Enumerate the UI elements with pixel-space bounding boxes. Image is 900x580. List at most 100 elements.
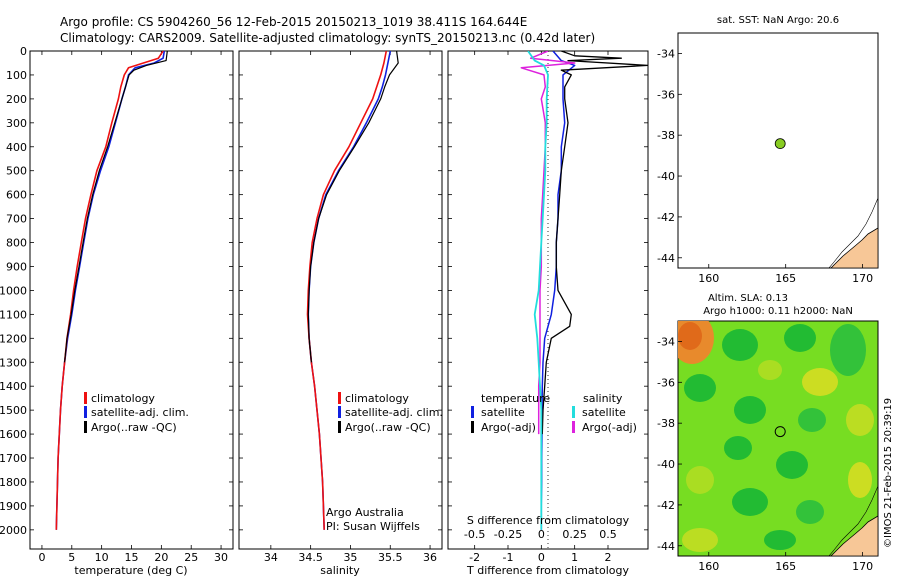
series-climatology bbox=[55, 51, 164, 530]
temperature-x-tick-label: 5 bbox=[68, 551, 75, 564]
annotation-argo-australia: Argo Australia bbox=[326, 506, 404, 519]
temperature-x-tick-label: 20 bbox=[154, 551, 168, 564]
series-argo bbox=[64, 51, 168, 363]
coastline-contour bbox=[828, 485, 878, 556]
salinity-x-tick-label: 35 bbox=[343, 551, 357, 564]
sst-map-ticks: 160 165 170 -34 -36 -38 -40 -42 -44 bbox=[657, 47, 873, 285]
sla-blob bbox=[722, 329, 758, 361]
land-new-zealand bbox=[830, 227, 878, 268]
legend-label-climatology: climatology bbox=[345, 392, 409, 405]
diff-t-tick-label: -1 bbox=[503, 551, 514, 564]
depth-tick-label: 1500 bbox=[0, 404, 27, 417]
copyright-stamp: ©IMOS 21-Feb-2015 20:39:19 bbox=[883, 398, 894, 548]
map-y-tick-label: -40 bbox=[657, 170, 675, 183]
temperature-panel: 0 5 10 15 20 25 30 temperature (deg C) climato… bbox=[29, 50, 234, 577]
difference-panel: -2 -1 0 1 2 -0.5 -0.25 0 0.25 0.5 S difference fr… bbox=[447, 50, 649, 577]
legend-label-climatology: climatology bbox=[91, 392, 155, 405]
header-title-line1: Argo profile: CS 5904260_56 12-Feb-2015 … bbox=[60, 15, 527, 29]
map-y-tick-label: -40 bbox=[657, 458, 675, 471]
diff-s-tick-label: -0.25 bbox=[494, 528, 522, 541]
depth-tick-label: 1100 bbox=[0, 308, 27, 321]
sst-map-panel: sat. SST: NaN Argo: 20.6 160 165 170 -34 -36… bbox=[657, 15, 879, 285]
temperature-x-tick-label: 30 bbox=[214, 551, 228, 564]
map-y-tick-label: -36 bbox=[657, 88, 675, 101]
legend-label-temp-satellite: satellite bbox=[481, 406, 525, 419]
argo-location-marker bbox=[774, 426, 786, 438]
diff-t-tick-label: 2 bbox=[605, 551, 612, 564]
difference-x-ticks: -2 -1 0 1 2 -0.5 -0.25 0 0.25 0.5 bbox=[448, 50, 648, 564]
coastline-contour bbox=[828, 197, 878, 268]
sla-blob bbox=[830, 324, 866, 376]
depth-axis-labels: 0 100 200 300 400 500 600 700 800 900 1000 1100 1200… bbox=[0, 45, 27, 537]
legend-label-satellite: satellite-adj. clim. bbox=[91, 406, 189, 419]
sla-blob bbox=[784, 324, 816, 352]
temperature-x-tick-label: 10 bbox=[95, 551, 109, 564]
sla-blob bbox=[686, 466, 714, 494]
argo-location-marker bbox=[774, 138, 786, 150]
map-y-tick-label: -36 bbox=[657, 376, 675, 389]
sla-blob bbox=[684, 374, 716, 402]
legend-swatch-argo bbox=[338, 421, 341, 433]
map-y-tick-label: -34 bbox=[657, 335, 675, 348]
salinity-x-label: salinity bbox=[320, 564, 360, 577]
difference-profile-lines bbox=[520, 51, 648, 530]
depth-tick-label: 900 bbox=[6, 260, 27, 273]
sla-blob bbox=[776, 451, 808, 479]
depth-tick-label: 2000 bbox=[0, 524, 27, 537]
legend-label-argo: Argo(..raw -QC) bbox=[345, 421, 431, 434]
depth-tick-label: 100 bbox=[6, 69, 27, 82]
map-y-tick-label: -44 bbox=[657, 540, 675, 553]
depth-tick-label: 1800 bbox=[0, 476, 27, 489]
temperature-x-tick-label: 15 bbox=[125, 551, 139, 564]
series-argo bbox=[307, 51, 399, 363]
depth-tick-label: 1600 bbox=[0, 428, 27, 441]
depth-tick-label: 1900 bbox=[0, 500, 27, 513]
temperature-plot-frame bbox=[29, 50, 234, 550]
depth-tick-label: 700 bbox=[6, 213, 27, 226]
depth-tick-label: 400 bbox=[6, 141, 27, 154]
legend-swatch-temp-satellite bbox=[471, 406, 474, 418]
legend-swatch-satellite bbox=[84, 406, 87, 418]
legend-swatch-sal-satellite bbox=[572, 406, 575, 418]
sla-blob bbox=[758, 360, 782, 380]
depth-tick-label: 800 bbox=[6, 237, 27, 250]
land-new-zealand bbox=[830, 515, 878, 556]
legend-swatch-sal-argo bbox=[572, 421, 575, 433]
temperature-x-label: temperature (deg C) bbox=[74, 564, 187, 577]
legend-label-argo: Argo(..raw -QC) bbox=[91, 421, 177, 434]
temperature-profile-lines bbox=[55, 51, 168, 530]
salinity-x-ticks: 34 34.5 35 35.5 36 bbox=[239, 50, 442, 564]
sla-map-panel: Altim. SLA: 0.13 Argo h1000: 0.11 h2000:… bbox=[657, 293, 879, 573]
legend-swatch-satellite bbox=[338, 406, 341, 418]
depth-tick-label: 1200 bbox=[0, 332, 27, 345]
salinity-profile-lines bbox=[306, 51, 399, 530]
temperature-x-tick-label: 0 bbox=[38, 551, 45, 564]
legend-swatch-temp-argo bbox=[471, 421, 474, 433]
diff-t-tick-label: -2 bbox=[469, 551, 480, 564]
diff-s-tick-label: 0.25 bbox=[562, 528, 587, 541]
map-x-tick-label: 165 bbox=[775, 560, 796, 573]
sla-blob bbox=[724, 436, 752, 460]
salinity-x-tick-label: 34 bbox=[264, 551, 278, 564]
series-sal-satellite bbox=[527, 51, 549, 530]
legend-header-temperature: temperature bbox=[481, 392, 550, 405]
temperature-x-ticks: 0 5 10 15 20 25 30 bbox=[30, 50, 233, 564]
salinity-x-tick-label: 34.5 bbox=[298, 551, 323, 564]
series-sal-argo bbox=[520, 51, 576, 435]
legend-label-sal-argo: Argo(-adj) bbox=[582, 421, 637, 434]
salinity-x-tick-label: 36 bbox=[423, 551, 437, 564]
diff-t-tick-label: 1 bbox=[571, 551, 578, 564]
map-y-tick-label: -38 bbox=[657, 417, 675, 430]
depth-tick-label: 200 bbox=[6, 93, 27, 106]
sst-map-frame bbox=[677, 32, 879, 269]
sla-blob bbox=[846, 404, 874, 436]
sla-blob bbox=[798, 408, 826, 432]
diff-t-tick-label: 0 bbox=[538, 551, 545, 564]
salinity-legend: climatology satellite-adj. clim. Argo(..… bbox=[338, 392, 443, 434]
map-x-tick-label: 165 bbox=[775, 272, 796, 285]
sst-map-land bbox=[828, 197, 878, 268]
sla-map-title: Altim. SLA: 0.13 bbox=[708, 293, 788, 304]
legend-header-salinity: salinity bbox=[583, 392, 623, 405]
sla-blob bbox=[734, 396, 766, 424]
sla-blob bbox=[764, 530, 796, 550]
